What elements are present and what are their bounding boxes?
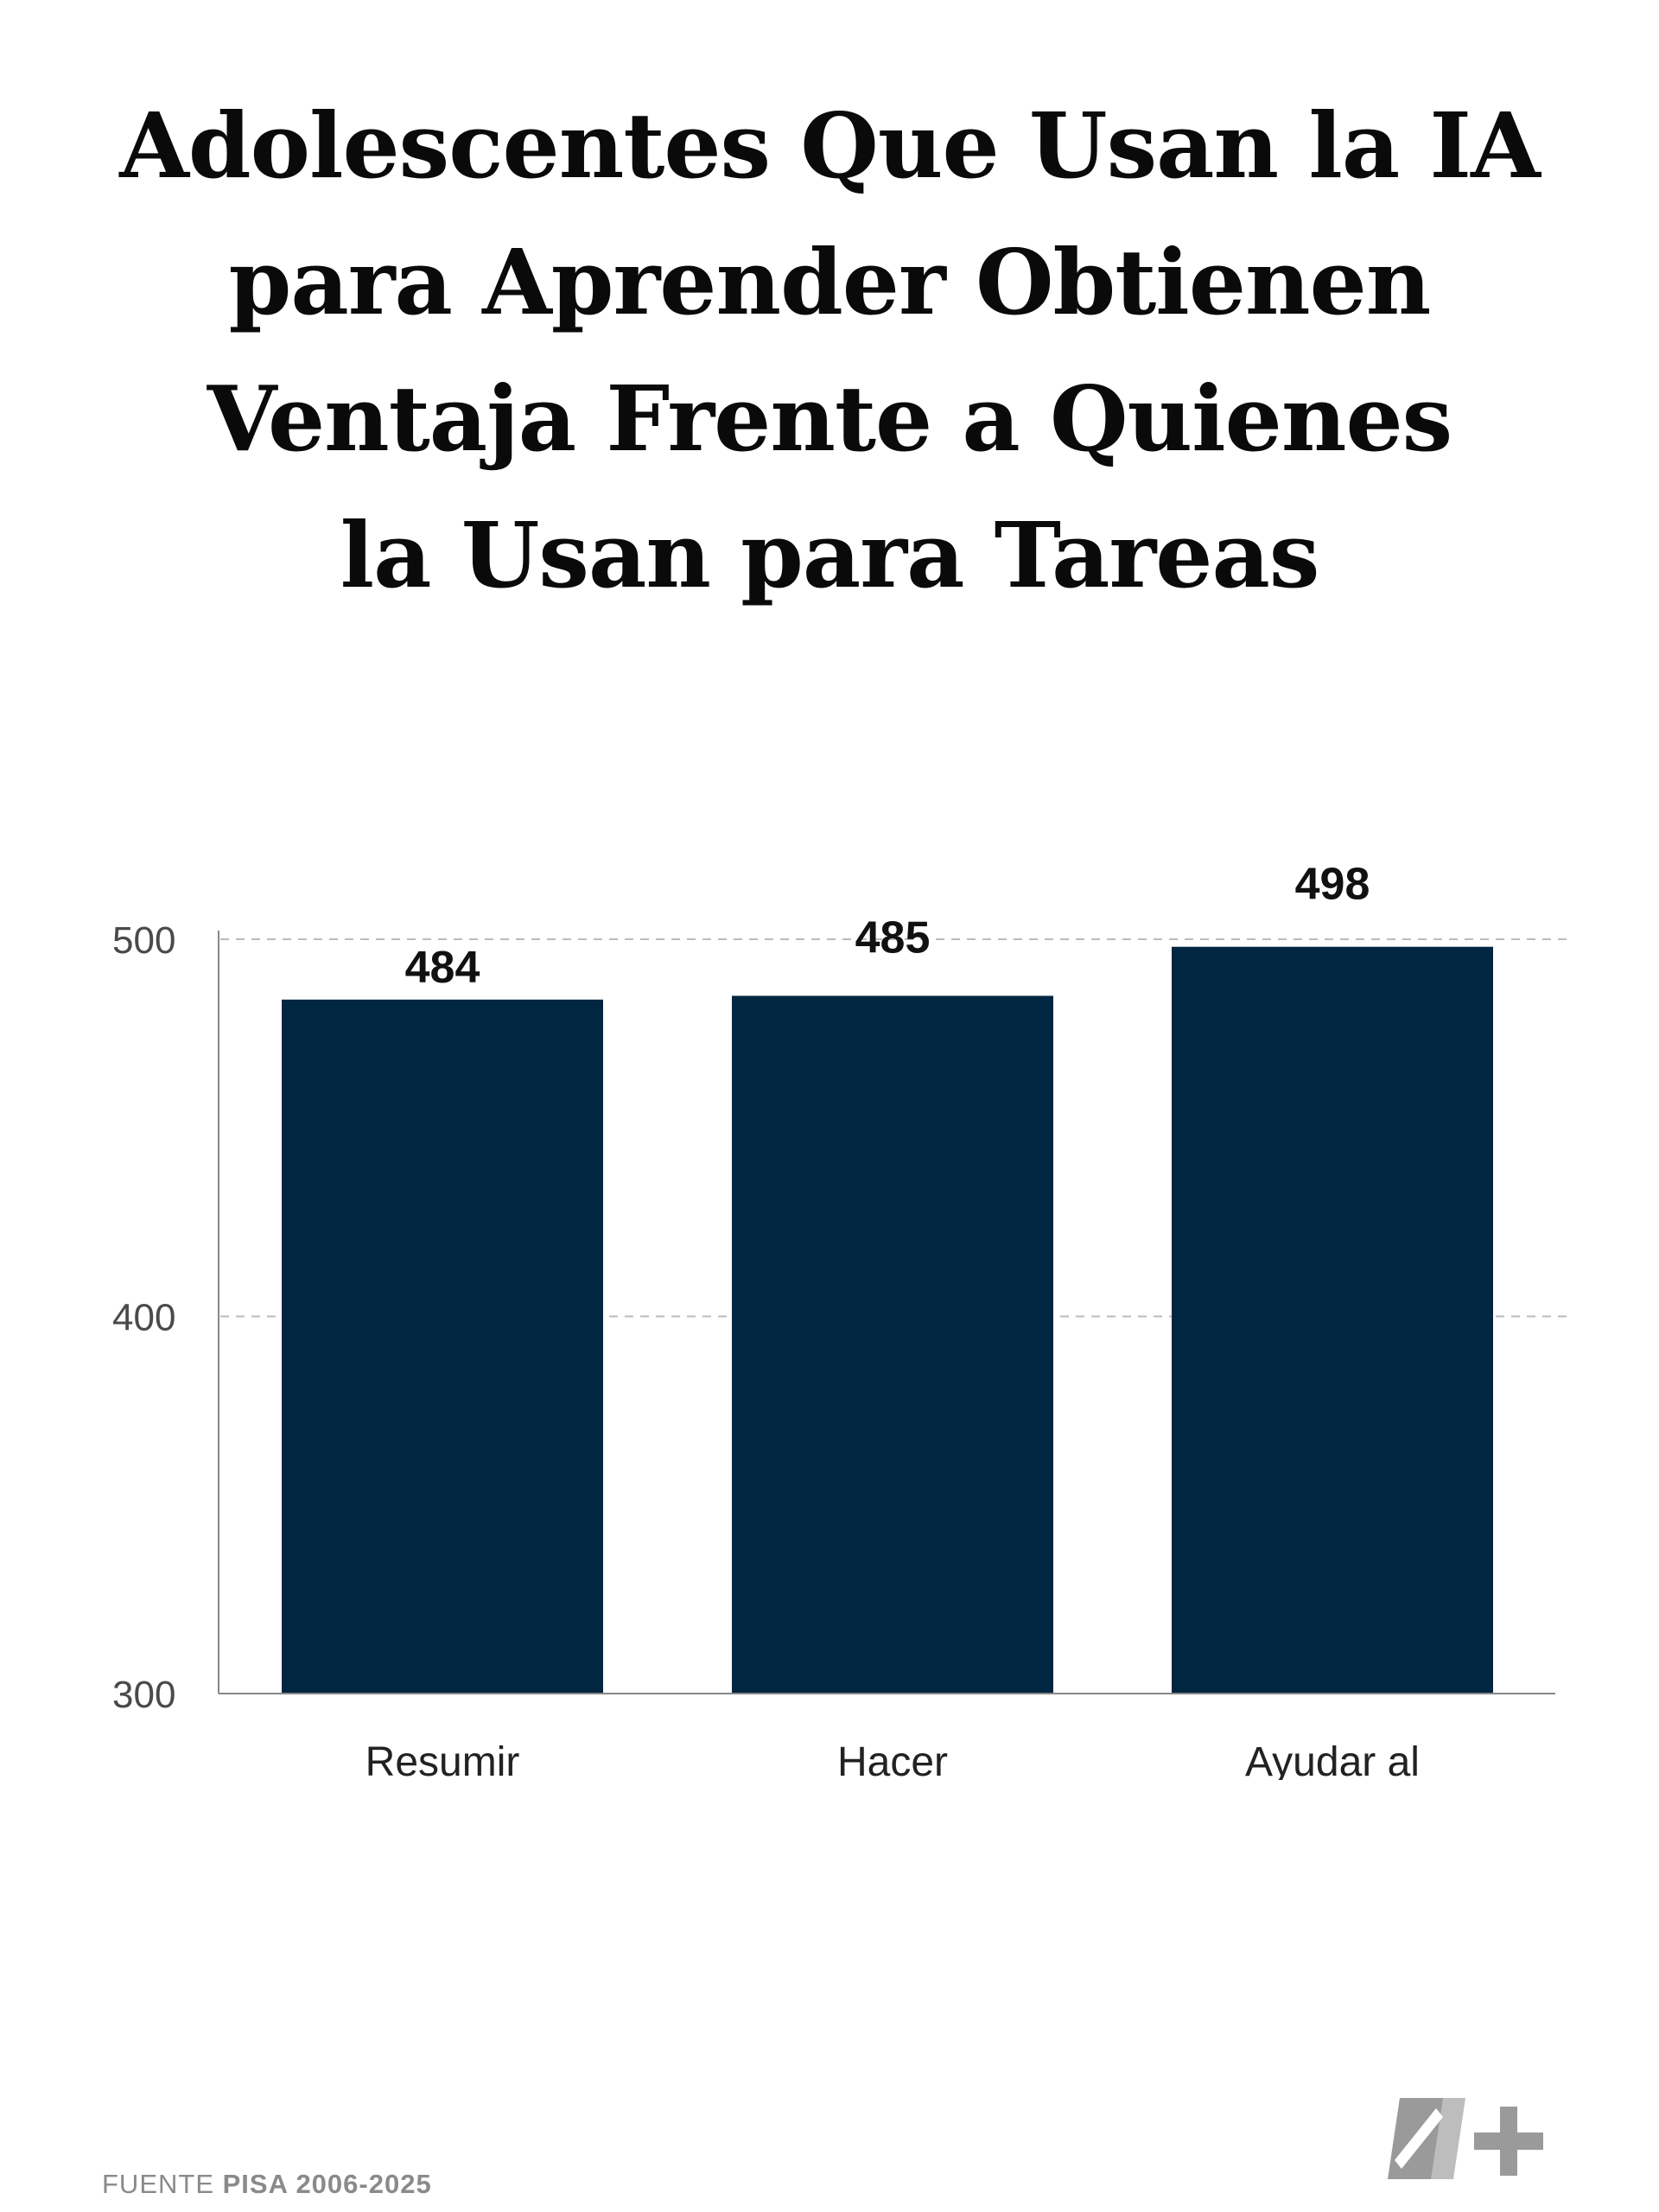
data-label: 485 (855, 912, 931, 963)
y-tick-label: 400 (112, 1297, 175, 1339)
x-category-label: Resumir (365, 1739, 520, 1780)
logo-plus-horizontal (1474, 2133, 1543, 2150)
bar (1172, 946, 1493, 1694)
chart-title: Adolescentes Que Usan la IA para Aprende… (0, 78, 1659, 624)
source-name: PISA 2006-2025 (222, 2169, 432, 2199)
source-note: FUENTE PISA 2006-2025 (102, 2169, 432, 2200)
data-label: 498 (1295, 860, 1370, 910)
title-line: Adolescentes Que Usan la IA (119, 92, 1541, 199)
n-plus-logo-icon (1388, 2098, 1543, 2179)
data-label: 484 (405, 943, 480, 993)
logo-mid-block (1431, 2098, 1465, 2179)
y-tick-label: 300 (112, 1674, 175, 1716)
x-category-label: Ayudar al (1245, 1739, 1420, 1780)
bar-chart: 300400500484485498Resumirun textoHacerte… (112, 860, 1573, 1780)
logo-slash (1395, 2108, 1443, 2169)
bar (732, 995, 1053, 1694)
y-tick-label: 500 (112, 919, 175, 962)
source-prefix: FUENTE (102, 2169, 214, 2199)
bar (282, 999, 603, 1694)
title-line: la Usan para Tareas (340, 502, 1320, 608)
title-line: para Aprender Obtienen (228, 229, 1432, 335)
title-line: Ventaja Frente a Quienes (207, 365, 1452, 472)
x-category-label: Hacer (837, 1739, 948, 1780)
